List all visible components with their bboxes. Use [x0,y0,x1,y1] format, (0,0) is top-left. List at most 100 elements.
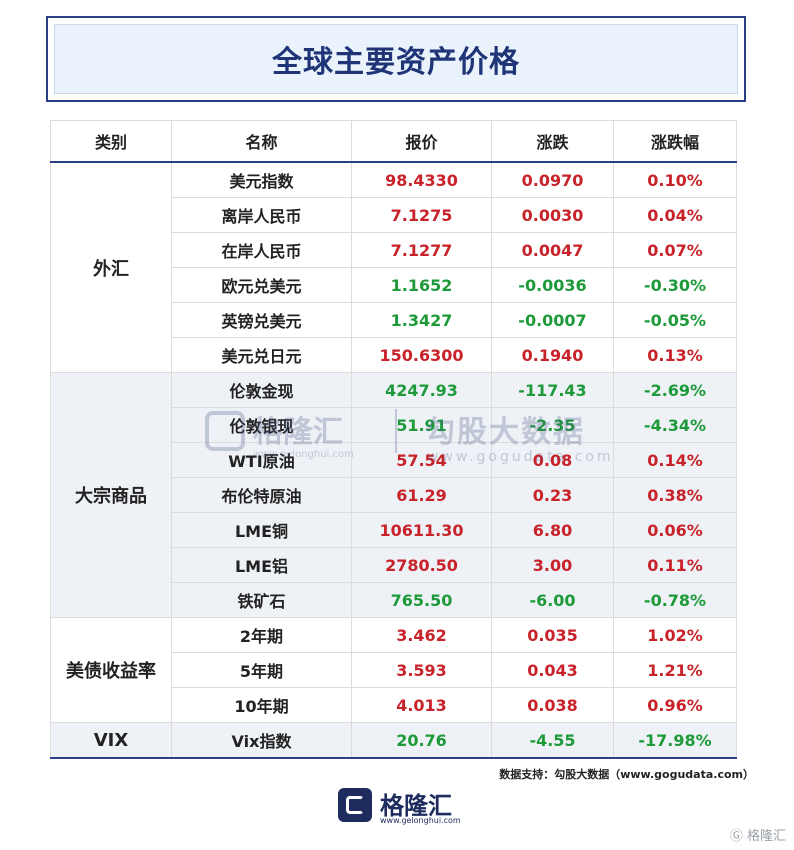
table-row: VIX Vix指数 20.76 -4.55 -17.98% [50,722,737,759]
change-cell: -4.55 [491,722,614,759]
name-cell: 美元兑日元 [171,337,352,373]
footer-logo-brand: 格隆汇 [380,792,452,820]
table-row: LME铝 2780.50 3.00 0.11% [51,547,737,583]
name-cell: 布伦特原油 [171,477,352,513]
pct-cell: 0.04% [613,197,737,233]
name-cell: 伦敦金现 [171,372,352,408]
price-cell: 7.1275 [351,197,492,233]
table-row: 离岸人民币 7.1275 0.0030 0.04% [51,197,737,233]
name-cell: 英镑兑美元 [171,302,352,338]
price-cell: 20.76 [351,722,492,759]
name-cell: 伦敦银现 [171,407,352,443]
change-cell: 0.1940 [491,337,614,373]
pct-cell: 0.38% [613,477,737,513]
pct-cell: -17.98% [613,722,737,759]
table-row: WTI原油 57.54 0.08 0.14% [51,442,737,478]
table-row: 伦敦银现 51.91 -2.35 -4.34% [51,407,737,443]
price-cell: 150.6300 [351,337,492,373]
table-row: 10年期 4.013 0.038 0.96% [51,687,737,723]
table-row: 布伦特原油 61.29 0.23 0.38% [51,477,737,513]
change-cell: -0.0007 [491,302,614,338]
category-cell: 大宗商品 [50,372,172,618]
table-row: 欧元兑美元 1.1652 -0.0036 -0.30% [51,267,737,303]
change-cell: 0.23 [491,477,614,513]
pct-cell: 1.21% [613,652,737,688]
name-cell: 铁矿石 [171,582,352,618]
table-row: 英镑兑美元 1.3427 -0.0007 -0.05% [51,302,737,338]
price-cell: 98.4330 [351,161,492,198]
change-cell: 0.08 [491,442,614,478]
change-cell: 6.80 [491,512,614,548]
header-category: 类别 [50,120,172,163]
change-cell: -0.0036 [491,267,614,303]
name-cell: 10年期 [171,687,352,723]
change-cell: -6.00 [491,582,614,618]
header-pct: 涨跌幅 [613,120,737,163]
price-cell: 1.1652 [351,267,492,303]
table-header-row: 类别 名称 报价 涨跌 涨跌幅 [50,120,737,163]
title-frame: 全球主要资产价格 [46,16,746,102]
pct-cell: 0.07% [613,232,737,268]
name-cell: 在岸人民币 [171,232,352,268]
pct-cell: 0.10% [613,161,737,198]
pct-cell: 0.13% [613,337,737,373]
price-cell: 10611.30 [351,512,492,548]
name-cell: 2年期 [171,617,352,653]
footer-logo-url: www.gelonghui.com [380,816,461,825]
table-row: 在岸人民币 7.1277 0.0047 0.07% [51,232,737,268]
name-cell: WTI原油 [171,442,352,478]
price-cell: 61.29 [351,477,492,513]
price-cell: 765.50 [351,582,492,618]
change-cell: 0.0970 [491,161,614,198]
table-row: 5年期 3.593 0.043 1.21% [51,652,737,688]
name-cell: 欧元兑美元 [171,267,352,303]
corner-watermark-icon: Ⓖ [729,829,743,844]
price-cell: 3.462 [351,617,492,653]
name-cell: LME铝 [171,547,352,583]
footer-logo: 格隆汇 www.gelonghui.com [338,786,478,826]
change-cell: -2.35 [491,407,614,443]
category-cell: 外汇 [50,161,172,373]
pct-cell: -2.69% [613,372,737,408]
header-name: 名称 [171,120,352,163]
pct-cell: -0.05% [613,302,737,338]
price-cell: 4247.93 [351,372,492,408]
table-row: 美债收益率 2年期 3.462 0.035 1.02% [50,617,737,723]
pct-cell: 0.96% [613,687,737,723]
pct-cell: 0.14% [613,442,737,478]
change-cell: 3.00 [491,547,614,583]
pct-cell: 0.11% [613,547,737,583]
name-cell: Vix指数 [171,722,352,759]
price-cell: 2780.50 [351,547,492,583]
page-title: 全球主要资产价格 [272,45,520,80]
title-panel: 全球主要资产价格 [54,24,738,94]
header-change: 涨跌 [491,120,614,163]
name-cell: 离岸人民币 [171,197,352,233]
price-cell: 3.593 [351,652,492,688]
footer-logo-icon [338,788,372,822]
category-cell: VIX [50,722,172,759]
corner-watermark: Ⓖ 格隆汇 [730,825,786,844]
corner-watermark-text: 格隆汇 [746,829,786,844]
asset-price-table: 类别 名称 报价 涨跌 涨跌幅 外汇 美元指数 98.4330 0.0970 0.10%… [50,120,737,759]
price-cell: 57.54 [351,442,492,478]
change-cell: 0.0047 [491,232,614,268]
name-cell: 美元指数 [171,161,352,198]
change-cell: 0.043 [491,652,614,688]
table-row: LME铜 10611.30 6.80 0.06% [51,512,737,548]
change-cell: 0.038 [491,687,614,723]
change-cell: -117.43 [491,372,614,408]
table-row: 外汇 美元指数 98.4330 0.0970 0.10% [50,161,737,373]
name-cell: LME铜 [171,512,352,548]
header-price: 报价 [351,120,492,163]
table-row: 大宗商品 伦敦金现 4247.93 -117.43 -2.69% [50,372,737,618]
change-cell: 0.035 [491,617,614,653]
change-cell: 0.0030 [491,197,614,233]
pct-cell: 0.06% [613,512,737,548]
pct-cell: -0.78% [613,582,737,618]
pct-cell: -0.30% [613,267,737,303]
name-cell: 5年期 [171,652,352,688]
data-source-note: 数据支持：勾股大数据（www.gogudata.com） [499,768,754,781]
price-cell: 4.013 [351,687,492,723]
category-cell: 美债收益率 [50,617,172,723]
